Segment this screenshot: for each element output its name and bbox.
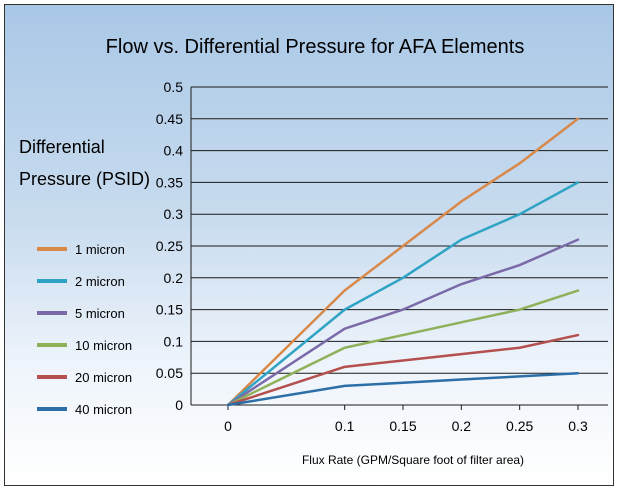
legend-label: 40 micron — [75, 402, 132, 417]
y-tick-label: 0.35 — [156, 174, 183, 190]
series-line-1-micron — [226, 117, 580, 407]
legend-label: 2 micron — [75, 274, 125, 289]
y-tick-label: 0.3 — [164, 206, 184, 222]
x-tick-label: 0.25 — [506, 418, 533, 434]
y-tick-label: 0.4 — [164, 143, 184, 159]
x-tick-label: 0 — [224, 418, 232, 434]
x-tick-label: 0.2 — [452, 418, 472, 434]
y-tick-label: 0.45 — [156, 111, 183, 127]
chart-frame: Flow vs. Differential Pressure for AFA E… — [4, 4, 614, 486]
legend-label: 20 micron — [75, 370, 132, 385]
series-line-10-micron — [226, 289, 580, 407]
x-tick-label: 0.3 — [568, 418, 588, 434]
grid-layer — [191, 86, 608, 406]
x-axis-label: Flux Rate (GPM/Square foot of filter are… — [302, 453, 524, 467]
y-tick-label: 0.25 — [156, 238, 183, 254]
y-axis-label-line-1: Differential — [19, 137, 105, 157]
y-tick-label: 0.2 — [164, 270, 184, 286]
series-line-5-micron — [226, 238, 580, 407]
legend-label: 5 micron — [75, 306, 125, 321]
y-tick-label: 0.05 — [156, 365, 183, 381]
series-line-20-micron — [226, 333, 580, 407]
series-line-40-micron — [226, 371, 580, 407]
x-tick-label: 0.1 — [335, 418, 355, 434]
legend-label: 10 micron — [75, 338, 132, 353]
legend: 1 micron 2 micron 5 micron 10 micron 20 micr… — [37, 242, 132, 417]
y-tick-label: 0 — [175, 397, 183, 413]
y-tick-label: 0.15 — [156, 302, 183, 318]
x-tick-label: 0.15 — [389, 418, 416, 434]
y-tick-label: 0.5 — [164, 79, 184, 95]
series-line-2-micron — [226, 181, 580, 407]
y-tick-label: 0.1 — [164, 333, 184, 349]
axis-layer: 0 0.05 0.1 0.15 0.2 0.25 0.3 0.35 0.4 0.45 0.5 0 0.1… — [156, 79, 588, 434]
chart-svg: Flow vs. Differential Pressure for AFA E… — [19, 36, 608, 467]
y-axis-label-line-2: Pressure (PSID) — [19, 169, 150, 189]
series-layer — [226, 117, 580, 407]
chart-title: Flow vs. Differential Pressure for AFA E… — [106, 36, 525, 58]
legend-label: 1 micron — [75, 242, 125, 257]
